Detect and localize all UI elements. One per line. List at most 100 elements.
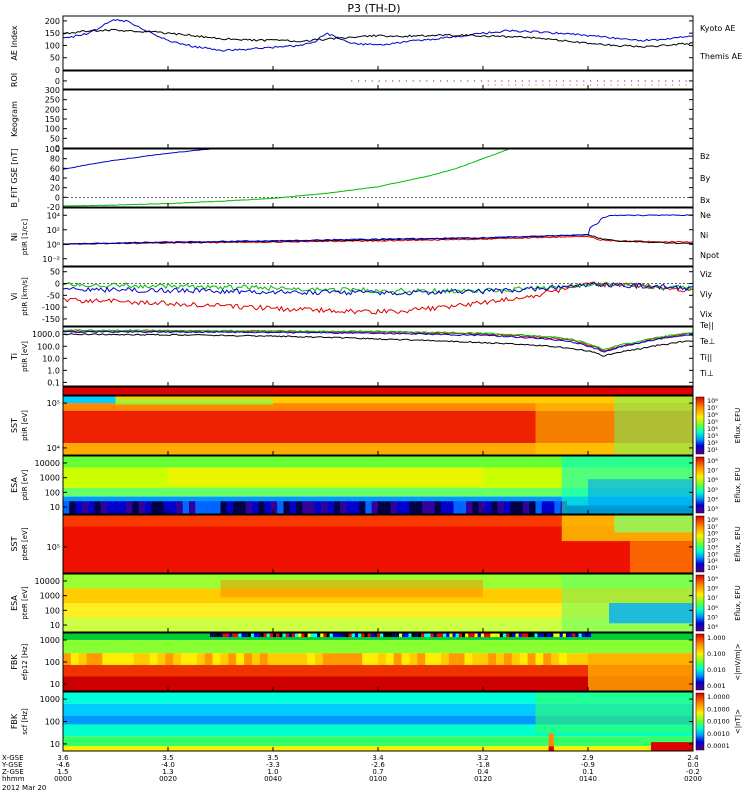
- colorbar-tick-label: 0.100: [707, 650, 726, 658]
- roi-dot: [392, 80, 394, 82]
- colorbar-tick-label: 10⁷: [707, 404, 718, 412]
- heatmap-patch: [214, 501, 221, 514]
- roi-dot: [385, 80, 387, 82]
- legend-entry: Ne: [700, 211, 711, 220]
- heatmap-patch: [509, 633, 513, 638]
- heatmap-patch: [225, 633, 229, 638]
- roi-dot: [685, 84, 687, 86]
- heatmap-patch: [133, 653, 142, 665]
- roi-dot: [583, 80, 585, 82]
- heatmap-patch: [254, 633, 258, 638]
- heatmap-patch: [321, 501, 328, 514]
- legend-entry: Themis AE: [699, 52, 742, 61]
- heatmap-patch: [69, 501, 76, 514]
- heatmap-patch: [157, 501, 164, 514]
- panel-frame-ti: [62, 326, 694, 387]
- y-axis-label: B_FIT GSE [nT]: [10, 149, 19, 208]
- y-axis-sublabel: ptiR [1/cc]: [21, 219, 29, 255]
- heatmap-patch: [63, 396, 116, 404]
- heatmap-patch: [512, 633, 516, 638]
- heatmap-band: [63, 396, 693, 404]
- x-tick-label: 3.5: [267, 754, 278, 762]
- x-tick-label: 0140: [579, 775, 597, 783]
- heatmap-patch: [487, 633, 491, 638]
- heatmap-patch: [428, 501, 435, 514]
- heatmap-patch: [279, 633, 283, 638]
- heatmap-patch: [228, 633, 233, 638]
- roi-dot: [371, 80, 373, 82]
- roi-dot: [549, 84, 551, 86]
- heatmap-patch: [326, 633, 330, 638]
- heatmap-patch: [535, 653, 544, 665]
- heatmap-patch: [471, 633, 475, 638]
- heatmap-patch: [484, 633, 488, 638]
- heatmap-patch: [569, 633, 573, 638]
- roi-dot: [549, 80, 551, 82]
- heatmap-patch: [380, 633, 384, 638]
- y-tick-label: 10: [50, 680, 60, 689]
- heatmap-patch: [490, 633, 494, 638]
- colorbar: [695, 456, 705, 514]
- heatmap-patch: [519, 653, 528, 665]
- heatmap-patch: [496, 633, 500, 638]
- heatmap-patch: [433, 653, 441, 665]
- heatmap-patch: [422, 501, 429, 514]
- y-tick-label: 150: [45, 29, 60, 38]
- heatmap-patch: [239, 501, 246, 514]
- heatmap-patch: [559, 653, 567, 665]
- roi-dot: [542, 84, 544, 86]
- heatmap-patch: [511, 653, 520, 665]
- series-line-themisae: [62, 28, 694, 48]
- heatmap-patch: [386, 633, 390, 638]
- heatmap-patch: [247, 633, 251, 638]
- heatmap-patch: [384, 501, 391, 514]
- roi-dot: [467, 80, 469, 82]
- heatmap-patch: [302, 501, 309, 514]
- y-axis-sublabel: efp12 [Hz]: [21, 643, 29, 680]
- series-line-vix: [62, 281, 694, 296]
- y-tick-label: 0: [55, 66, 60, 75]
- x-tick-label: 0040: [264, 775, 282, 783]
- heatmap-patch: [516, 501, 523, 514]
- roi-dot: [630, 84, 633, 86]
- roi-dot: [446, 80, 448, 82]
- x-axis-row-label: Z-GSE: [2, 768, 24, 776]
- colorbar-tick-label: 0.0001: [707, 742, 730, 750]
- roi-dot: [637, 80, 640, 82]
- x-tick-label: -4.6: [56, 761, 70, 769]
- heatmap-patch: [308, 501, 315, 514]
- heatmap-patch: [94, 653, 103, 665]
- heatmap-patch: [94, 501, 101, 514]
- heatmap-patch: [322, 653, 331, 665]
- y-tick-label: 10000: [35, 577, 60, 586]
- roi-dot: [351, 80, 353, 82]
- roi-dot: [590, 84, 592, 86]
- heatmap-patch: [310, 633, 314, 638]
- colorbar-label: <|mV/m|>: [734, 643, 742, 680]
- heatmap-patch: [367, 633, 371, 638]
- y-tick-label: 60: [50, 164, 60, 173]
- heatmap-patch: [383, 633, 387, 638]
- colorbar-tick-label: 10⁷: [707, 594, 718, 602]
- heatmap-patch: [266, 633, 270, 638]
- heatmap-patch: [107, 501, 114, 514]
- heatmap-patch: [478, 501, 486, 514]
- heatmap-patch: [329, 633, 333, 638]
- heatmap-patch: [88, 501, 95, 514]
- heatmap-patch: [543, 633, 548, 638]
- heatmap-patch: [510, 501, 517, 514]
- heatmap-patch: [289, 501, 297, 514]
- colorbar-tick-label: 10⁶: [707, 476, 718, 484]
- heatmap-patch: [288, 633, 292, 638]
- y-tick-label: 10⁵: [47, 399, 60, 408]
- heatmap-patch: [439, 633, 444, 638]
- legend-entry: Kyoto AE: [700, 24, 735, 33]
- heatmap-patch: [376, 633, 381, 638]
- x-tick-label: 3.5: [162, 754, 173, 762]
- heatmap-patch: [330, 653, 339, 665]
- y-tick-label: 100: [45, 658, 60, 667]
- x-tick-label: -0.9: [581, 761, 595, 769]
- series-line-ti: [62, 329, 694, 351]
- colorbar-tick-label: 0.010: [707, 666, 726, 674]
- heatmap-patch: [417, 653, 426, 665]
